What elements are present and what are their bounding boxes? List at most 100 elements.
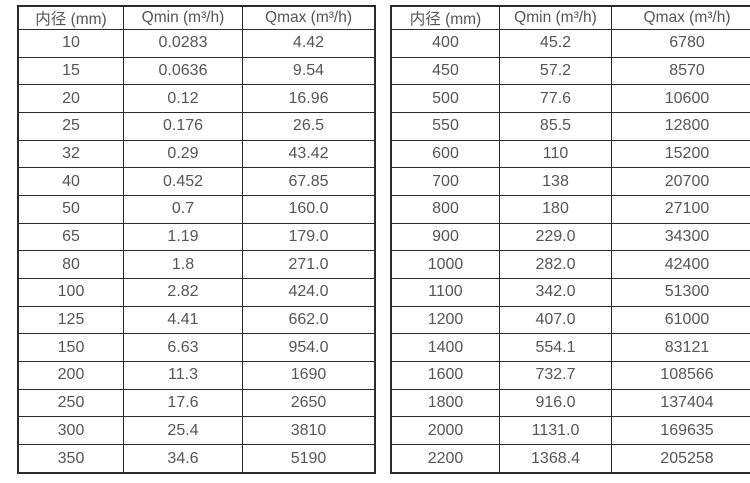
table-cell: 1690 [242, 361, 376, 390]
table-cell: 0.452 [123, 167, 243, 197]
table-cell: 1800 [390, 388, 500, 418]
table-cell: 1400 [390, 333, 500, 363]
table-cell: 550 [390, 112, 500, 141]
flow-spec-table-large-diameters: 内径 (mm) Qmin (m³/h) Qmax (m³/h) 400 45.2 6780… [390, 5, 750, 474]
table-cell: 4.41 [123, 305, 243, 335]
table-cell: 2200 [390, 444, 500, 474]
table-cell: 85.5 [499, 112, 612, 141]
table-row: 450 57.2 8570 [390, 56, 750, 86]
table-cell: 42400 [611, 250, 750, 280]
table-cell: 169635 [611, 416, 750, 446]
table-cell: 17.6 [123, 388, 243, 418]
table-cell: 25.4 [123, 416, 243, 446]
table-cell: 2.82 [123, 278, 243, 307]
table-cell: 25 [17, 112, 124, 141]
table-cell: 160.0 [242, 195, 376, 224]
table-cell: 12800 [611, 112, 750, 141]
table-cell: 0.7 [123, 195, 243, 224]
table-cell: 51300 [611, 278, 750, 307]
table-cell: 407.0 [499, 305, 612, 335]
table-cell: 6780 [611, 29, 750, 58]
table-cell: 1000 [390, 250, 500, 280]
table-cell: 282.0 [499, 250, 612, 280]
table-cell: 67.85 [242, 167, 376, 197]
table-cell: 554.1 [499, 333, 612, 363]
table-cell: 4.42 [242, 29, 376, 58]
table-cell: 150 [17, 333, 124, 363]
table-cell: 1600 [390, 361, 500, 390]
table-cell: 137404 [611, 388, 750, 418]
table-cell: 2000 [390, 416, 500, 446]
column-header: Qmin (m³/h) [123, 5, 243, 30]
table-cell: 50 [17, 195, 124, 224]
table-cell: 5190 [242, 444, 376, 474]
table-row: 100 2.82 424.0 [17, 278, 376, 307]
table-row: 1600 732.7 108566 [390, 361, 750, 390]
table-cell: 0.0636 [123, 56, 243, 86]
table-cell: 1368.4 [499, 444, 612, 474]
table-cell: 125 [17, 305, 124, 335]
table-cell: 11.3 [123, 361, 243, 390]
table-row: 10 0.0283 4.42 [17, 29, 376, 58]
table-cell: 0.12 [123, 84, 243, 114]
table-cell: 108566 [611, 361, 750, 390]
column-header: Qmin (m³/h) [499, 5, 612, 30]
table-cell: 61000 [611, 305, 750, 335]
table-cell: 34.6 [123, 444, 243, 474]
table-row: 800 180 27100 [390, 195, 750, 224]
column-header: 内径 (mm) [17, 5, 124, 30]
table-cell: 800 [390, 195, 500, 224]
table-row: 2000 1131.0 169635 [390, 416, 750, 446]
table-row: 15 0.0636 9.54 [17, 56, 376, 86]
table-cell: 77.6 [499, 84, 612, 114]
table-row: 550 85.5 12800 [390, 112, 750, 141]
table-row: 600 110 15200 [390, 139, 750, 169]
table-cell: 179.0 [242, 222, 376, 252]
table-cell: 15200 [611, 139, 750, 169]
table-row: 25 0.176 26.5 [17, 112, 376, 141]
table-cell: 26.5 [242, 112, 376, 141]
table-cell: 16.96 [242, 84, 376, 114]
table-cell: 20 [17, 84, 124, 114]
table-row: 1100 342.0 51300 [390, 278, 750, 307]
table-cell: 45.2 [499, 29, 612, 58]
header-row: 内径 (mm) Qmin (m³/h) Qmax (m³/h) [390, 5, 750, 30]
table-cell: 600 [390, 139, 500, 169]
table-row: 150 6.63 954.0 [17, 333, 376, 363]
table-row: 2200 1368.4 205258 [390, 444, 750, 474]
table-row: 400 45.2 6780 [390, 29, 750, 58]
table-row: 500 77.6 10600 [390, 84, 750, 114]
table-row: 65 1.19 179.0 [17, 222, 376, 252]
table-cell: 2650 [242, 388, 376, 418]
table-row: 32 0.29 43.42 [17, 139, 376, 169]
table-cell: 57.2 [499, 56, 612, 86]
header-row: 内径 (mm) Qmin (m³/h) Qmax (m³/h) [17, 5, 376, 30]
table-cell: 32 [17, 139, 124, 169]
table-cell: 180 [499, 195, 612, 224]
table-cell: 732.7 [499, 361, 612, 390]
table-cell: 350 [17, 444, 124, 474]
table-cell: 450 [390, 56, 500, 86]
table-cell: 65 [17, 222, 124, 252]
table-cell: 200 [17, 361, 124, 390]
table-cell: 27100 [611, 195, 750, 224]
column-header: Qmax (m³/h) [611, 5, 750, 30]
table-cell: 20700 [611, 167, 750, 197]
table-cell: 9.54 [242, 56, 376, 86]
table-cell: 700 [390, 167, 500, 197]
table-cell: 80 [17, 250, 124, 280]
table-cell: 6.63 [123, 333, 243, 363]
table-cell: 500 [390, 84, 500, 114]
table-row: 125 4.41 662.0 [17, 305, 376, 335]
table-row: 40 0.452 67.85 [17, 167, 376, 197]
table-row: 900 229.0 34300 [390, 222, 750, 252]
table-row: 250 17.6 2650 [17, 388, 376, 418]
table-row: 80 1.8 271.0 [17, 250, 376, 280]
table-cell: 40 [17, 167, 124, 197]
table-cell: 138 [499, 167, 612, 197]
table-cell: 300 [17, 416, 124, 446]
table-row: 200 11.3 1690 [17, 361, 376, 390]
table-cell: 100 [17, 278, 124, 307]
table-cell: 424.0 [242, 278, 376, 307]
